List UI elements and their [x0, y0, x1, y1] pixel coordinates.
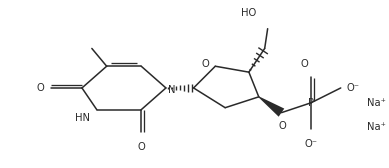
Text: O: O [137, 142, 145, 152]
Text: O⁻: O⁻ [305, 139, 317, 149]
Text: O: O [300, 59, 308, 69]
Text: O: O [279, 121, 286, 131]
Text: P: P [308, 98, 314, 108]
Text: O⁻: O⁻ [347, 83, 360, 93]
Text: Na⁺: Na⁺ [367, 98, 386, 108]
Text: HN: HN [75, 113, 91, 123]
Polygon shape [258, 96, 284, 117]
Text: N: N [168, 85, 175, 95]
Text: Na⁺: Na⁺ [367, 122, 386, 132]
Text: O: O [202, 59, 209, 69]
Text: O: O [37, 83, 44, 93]
Text: HO: HO [240, 8, 256, 18]
